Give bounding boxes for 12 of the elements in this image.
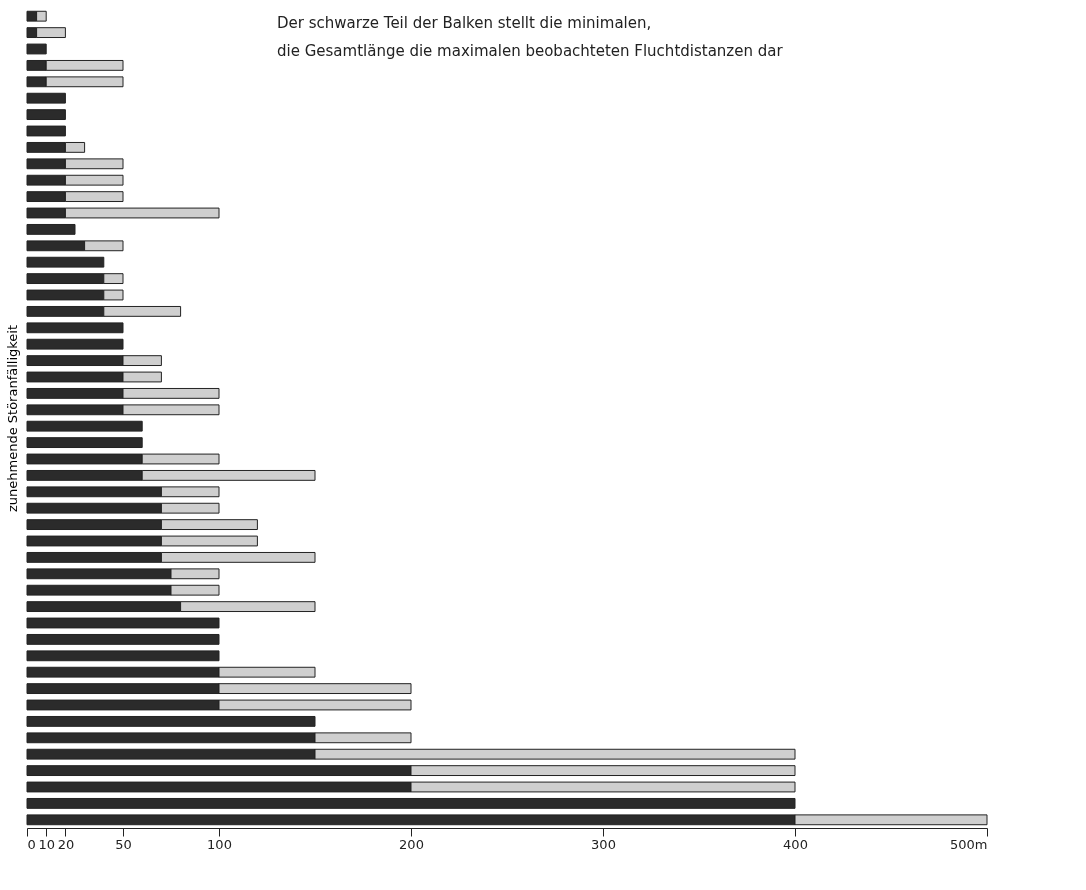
x-tick-label: 10 xyxy=(38,836,55,852)
x-tick-label: 200 xyxy=(399,836,424,852)
x-tick-label: 50 xyxy=(115,836,132,852)
x-tick-label: 100 xyxy=(207,836,232,852)
annotation: die Gesamtlänge die maximalen beobachteten Fluchtdistanzen dar xyxy=(277,42,784,60)
x-tick-label: 300 xyxy=(591,836,616,852)
x-tick-label: 400 xyxy=(783,836,808,852)
x-tick-label: 20 xyxy=(57,836,75,852)
x-tick-label: 500m xyxy=(950,836,988,852)
x-tick-label: 0 xyxy=(27,836,36,852)
y-axis-title: zunehmende Störanfälligkeit xyxy=(4,324,20,513)
annotation: Der schwarze Teil der Balken stellt die minimalen, xyxy=(277,14,652,32)
